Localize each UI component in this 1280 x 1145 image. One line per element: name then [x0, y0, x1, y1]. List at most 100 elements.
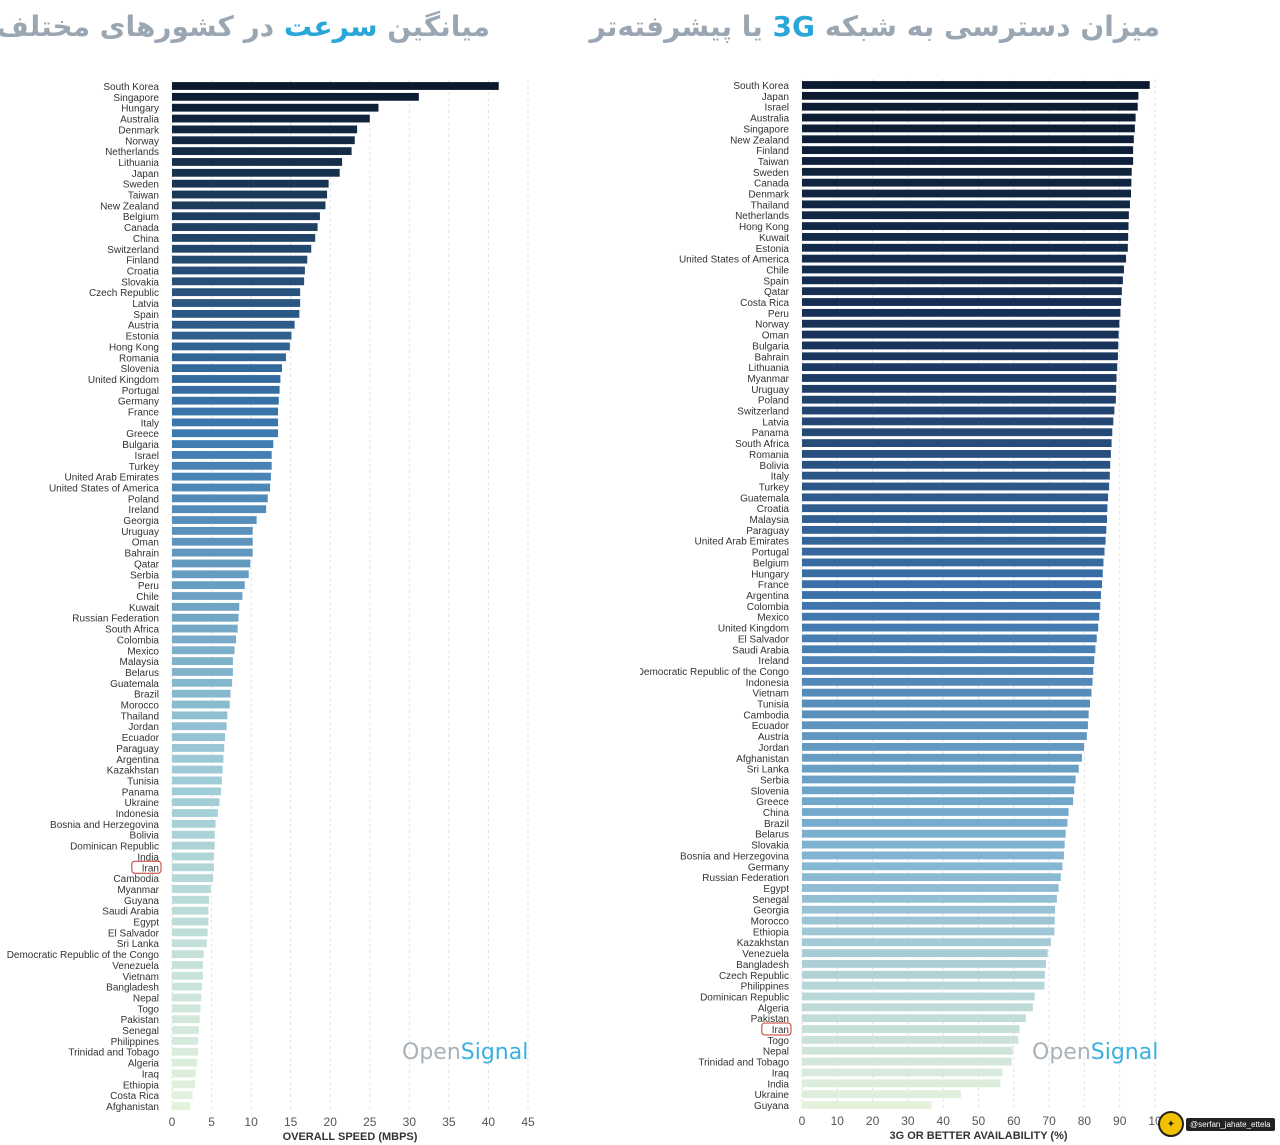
category-label: Canada: [754, 179, 789, 190]
category-label: United Arab Emirates: [65, 473, 160, 484]
category-label: Ecuador: [122, 733, 160, 744]
bar: [802, 515, 1107, 523]
bar: [172, 309, 300, 318]
bar: [172, 277, 305, 286]
category-label: France: [128, 408, 160, 419]
bar: [802, 667, 1094, 675]
category-label: Ireland: [128, 505, 159, 516]
bar: [802, 330, 1119, 339]
category-label: Spain: [763, 276, 789, 287]
bar: [802, 1101, 932, 1109]
bar: [172, 830, 215, 839]
bar: [172, 1047, 199, 1056]
bar: [172, 559, 251, 568]
x-tick-label: 20: [324, 1115, 338, 1129]
bar: [172, 1004, 201, 1013]
category-label: Guatemala: [110, 679, 159, 690]
category-label: United Kingdom: [718, 624, 789, 635]
bar: [802, 721, 1088, 730]
category-label: New Zealand: [100, 201, 159, 212]
category-label: Sweden: [753, 168, 789, 179]
category-label: Afghanistan: [106, 1102, 159, 1113]
category-label: Oman: [762, 331, 789, 342]
category-label: Venezuela: [742, 949, 789, 960]
category-label: Finland: [756, 146, 789, 157]
category-label: Poland: [758, 396, 789, 407]
bar: [802, 840, 1065, 849]
bar: [172, 939, 207, 948]
bar: [802, 547, 1105, 556]
bar: [172, 375, 281, 383]
bar: [172, 765, 223, 774]
bar: [802, 634, 1097, 643]
bar: [172, 570, 249, 579]
category-label: El Salvador: [738, 634, 790, 645]
x-tick-label: 5: [208, 1115, 215, 1129]
category-label: El Salvador: [108, 928, 160, 939]
bar: [172, 711, 228, 720]
category-label: Nepal: [133, 993, 159, 1004]
bar: [802, 157, 1134, 165]
bar: [802, 471, 1110, 480]
category-label: Philippines: [111, 1037, 159, 1048]
bar: [172, 950, 204, 958]
category-label: Thailand: [121, 711, 159, 722]
bar: [802, 504, 1108, 513]
x-tick-label: 60: [1007, 1114, 1021, 1128]
bar: [802, 113, 1136, 122]
category-label: Trinidad and Tobago: [698, 1058, 789, 1069]
category-label: Russian Federation: [702, 873, 789, 884]
category-label: Democratic Republic of the Congo: [7, 950, 160, 961]
bar: [802, 808, 1069, 816]
bar: [802, 1046, 1013, 1055]
category-label: Lithuania: [118, 158, 159, 169]
category-label: Uruguay: [751, 385, 789, 396]
category-label: Estonia: [126, 332, 160, 343]
category-label: Lithuania: [748, 363, 789, 374]
category-label: Kazakhstan: [737, 938, 789, 949]
bar: [802, 102, 1138, 111]
bar: [172, 353, 286, 362]
category-label: India: [767, 1079, 789, 1090]
category-label: Netherlands: [105, 147, 159, 158]
bar: [172, 244, 312, 253]
category-label: Vietnam: [752, 689, 789, 700]
category-label: Malaysia: [750, 515, 790, 526]
bar: [802, 493, 1109, 502]
category-label: Pakistan: [751, 1014, 789, 1025]
category-label: Sweden: [123, 180, 159, 191]
category-label: Colombia: [747, 602, 790, 613]
category-label: Ethiopia: [123, 1080, 160, 1091]
category-label: Belarus: [125, 668, 159, 679]
category-label: Saudi Arabia: [732, 645, 789, 656]
bar: [802, 938, 1051, 947]
bar: [172, 602, 240, 611]
bar: [172, 505, 267, 514]
category-label: Jordan: [128, 722, 159, 733]
bar: [172, 885, 211, 893]
bar: [802, 851, 1064, 860]
bar: [802, 124, 1135, 133]
category-label: Hungary: [121, 104, 159, 115]
bar: [802, 406, 1115, 415]
bar: [172, 1102, 191, 1110]
category-label: New Zealand: [730, 135, 789, 146]
bar: [802, 601, 1101, 610]
bar: [172, 1069, 196, 1078]
category-label: Peru: [138, 581, 159, 592]
highlight-box: [131, 860, 162, 874]
bar: [802, 797, 1074, 806]
bar: [172, 472, 271, 481]
category-label: Norway: [755, 320, 789, 331]
category-label: Bangladesh: [736, 960, 789, 971]
category-label: Portugal: [752, 548, 789, 559]
category-label: Tunisia: [127, 776, 159, 787]
category-label: Morocco: [751, 917, 790, 928]
category-label: Afghanistan: [736, 754, 789, 765]
bar: [172, 201, 326, 210]
category-label: Slovakia: [751, 841, 789, 852]
category-label: Finland: [126, 256, 159, 267]
category-label: Australia: [120, 115, 159, 126]
category-label: Latvia: [762, 417, 789, 428]
bar: [172, 863, 214, 872]
